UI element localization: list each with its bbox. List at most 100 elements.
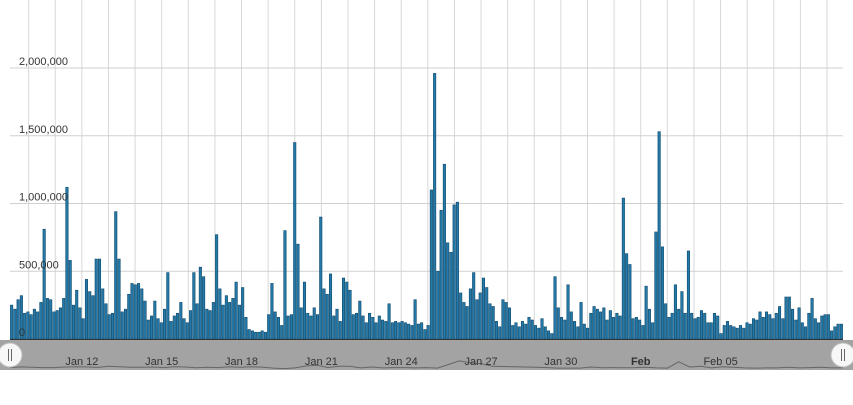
bar: [280, 325, 284, 340]
bar: [696, 317, 700, 340]
bar: [481, 277, 485, 340]
handle-knob[interactable]: [0, 342, 23, 368]
bar: [195, 303, 199, 340]
bar: [75, 289, 79, 340]
bar: [312, 307, 316, 340]
range-navigator[interactable]: Jan 12 Jan 15 Jan 18 Jan 21 Jan 24 Jan 27 Jan …: [0, 340, 853, 370]
bar: [455, 201, 459, 340]
handle-knob[interactable]: [830, 342, 853, 368]
bar: [758, 311, 762, 340]
navigator-left-handle[interactable]: [0, 342, 23, 368]
bar: [322, 288, 326, 340]
bar: [104, 303, 108, 340]
bar: [179, 302, 183, 340]
bar: [29, 314, 33, 340]
bar: [573, 321, 577, 340]
bar: [416, 323, 420, 340]
bar: [546, 330, 551, 340]
bar: [32, 308, 36, 340]
bar: [657, 131, 661, 340]
bar: [595, 308, 599, 340]
bar: [133, 284, 137, 340]
bar: [221, 304, 225, 340]
bar: [729, 325, 733, 340]
bar: [231, 298, 235, 340]
bar: [722, 325, 726, 340]
bar: [498, 326, 502, 340]
bar: [478, 292, 482, 340]
bar: [413, 299, 417, 340]
bar: [446, 242, 450, 340]
bar: [374, 322, 378, 340]
bar: [686, 250, 690, 340]
bar: [563, 319, 567, 340]
bar: [683, 312, 687, 340]
bar: [159, 322, 163, 340]
bar: [719, 333, 723, 340]
bar: [826, 314, 830, 340]
bar: [247, 329, 251, 340]
bar: [517, 326, 521, 340]
bar: [78, 307, 82, 340]
bar: [306, 312, 310, 340]
x-axis-ticks: Jan 12 Jan 15 Jan 18 Jan 21 Jan 24 Jan 27 Jan …: [65, 356, 737, 368]
bar: [244, 317, 248, 340]
bar: [452, 204, 456, 340]
bar: [394, 321, 398, 340]
bar: [91, 295, 95, 340]
x-tick-label: Feb: [631, 356, 651, 368]
y-tick-label: 1,000,000: [19, 192, 68, 204]
bar: [670, 312, 674, 340]
bar: [433, 73, 437, 340]
bar: [507, 307, 512, 340]
bar: [384, 321, 388, 340]
bar: [644, 285, 648, 340]
bar: [338, 321, 342, 340]
bar: [218, 288, 222, 340]
bar: [745, 322, 749, 340]
y-tick-label: 2,000,000: [19, 56, 68, 68]
bar: [504, 302, 508, 340]
bar: [211, 302, 215, 340]
bar: [830, 330, 834, 340]
navigator-right-handle[interactable]: [830, 342, 853, 368]
bar: [84, 279, 88, 340]
bar: [586, 327, 590, 340]
bar: [400, 321, 404, 340]
bar: [130, 283, 134, 340]
bar: [10, 304, 14, 340]
bar: [660, 246, 664, 340]
y-axis-ticks: 0 500,000 1,000,000 1,500,000 2,000,000: [19, 56, 68, 339]
bar: [276, 317, 280, 340]
bar: [407, 323, 411, 340]
bar: [784, 296, 788, 340]
bar: [390, 322, 394, 340]
bar: [537, 327, 541, 340]
bar: [677, 308, 681, 340]
bar: [791, 308, 795, 340]
bar: [794, 319, 798, 340]
bar: [26, 311, 30, 340]
bar: [579, 302, 583, 340]
bar: [494, 321, 498, 340]
bar: [605, 319, 609, 340]
bar: [39, 302, 43, 340]
x-tick-label: Jan 27: [465, 356, 498, 368]
bar: [237, 304, 241, 340]
bar: [813, 318, 817, 340]
bar: [293, 142, 297, 340]
bar: [833, 326, 837, 340]
bar: [738, 325, 743, 340]
bar: [387, 303, 391, 340]
bar: [351, 314, 355, 340]
bar: [410, 325, 414, 340]
bar: [641, 325, 645, 340]
bar: [198, 266, 202, 340]
bar: [602, 307, 606, 340]
bar: [215, 234, 219, 340]
bar: [771, 318, 775, 340]
bar: [228, 302, 232, 340]
bar: [315, 314, 320, 340]
bar: [62, 298, 66, 340]
bar: [49, 299, 53, 340]
